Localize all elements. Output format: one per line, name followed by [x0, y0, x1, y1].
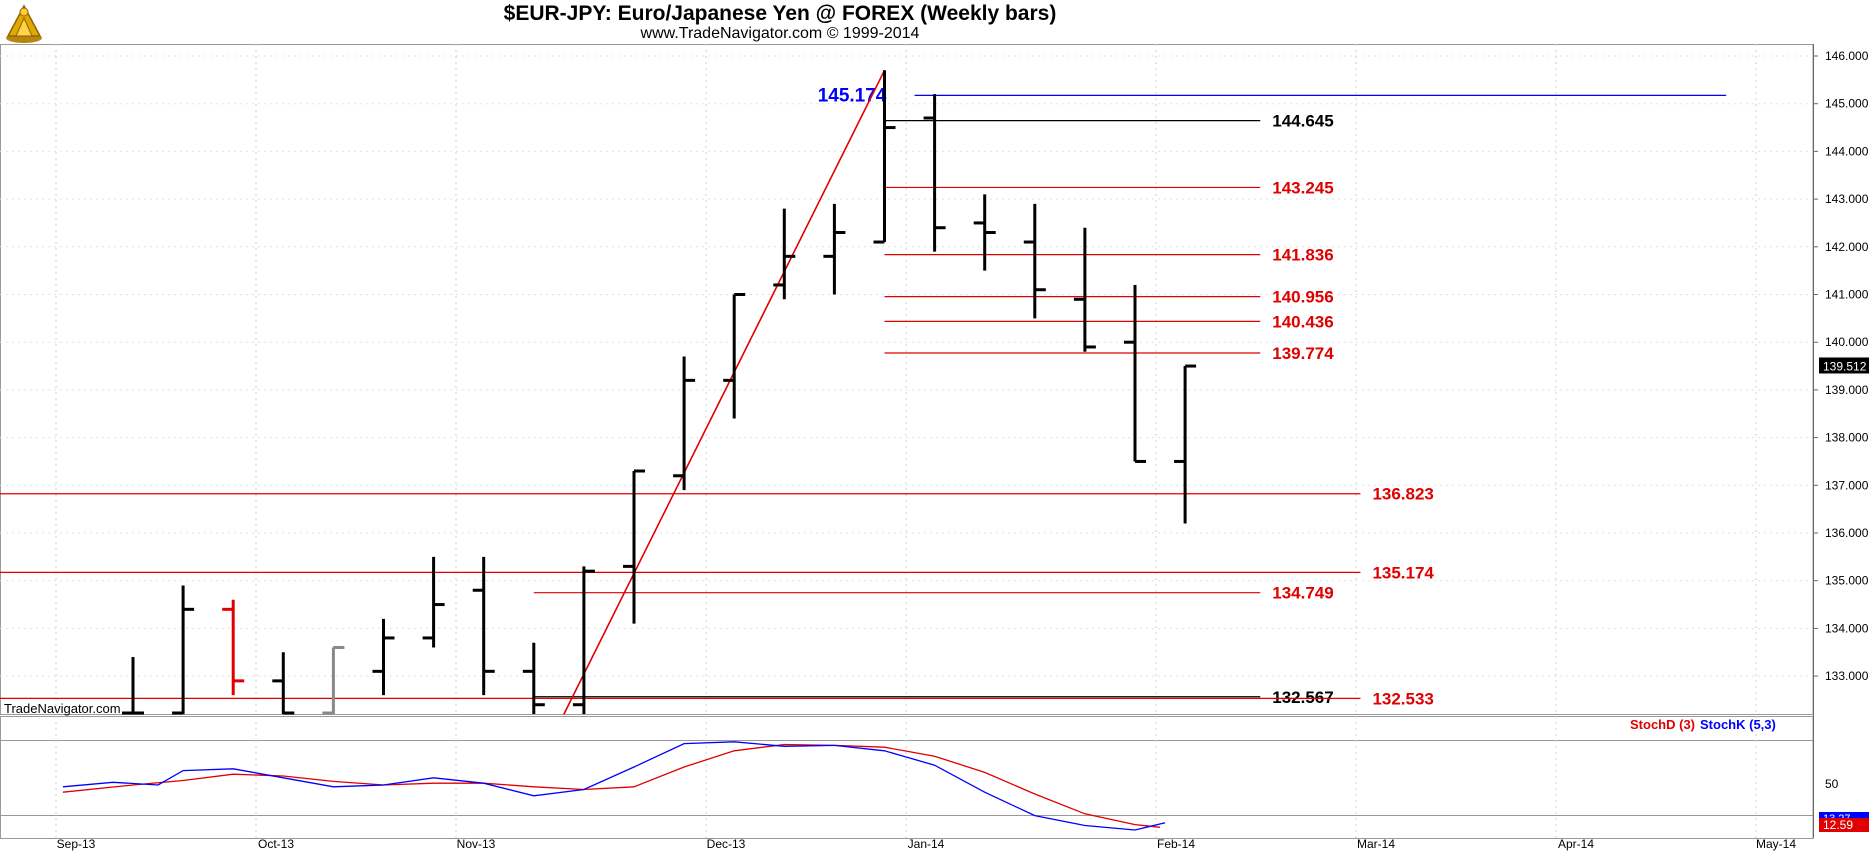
osc-y-tick-label: 50 [1825, 777, 1839, 791]
ohlc-bar [773, 208, 796, 300]
y-tick-label: 134.000 [1825, 621, 1869, 635]
x-tick-label: Mar-14 [1357, 837, 1395, 851]
chart-subtitle: www.TradeNavigator.com © 1999-2014 [640, 25, 920, 42]
last-price-box [1819, 357, 1869, 374]
ohlc-bar [723, 293, 746, 419]
level-label: 132.567 [1272, 688, 1333, 707]
stochastic-panel: StochD (3)StochK (5,3)5013.2712.59 [62, 717, 1869, 832]
y-tick-label: 138.000 [1825, 431, 1869, 445]
stochd-value-label: 12.59 [1823, 818, 1853, 832]
ohlc-bar [472, 556, 495, 696]
level-label: 140.956 [1272, 288, 1333, 307]
ohlc-bar [372, 618, 395, 696]
watermark-text: TradeNavigator.com [4, 701, 121, 716]
y-tick-label: 143.000 [1825, 192, 1869, 206]
y-tick-label: 133.000 [1825, 669, 1869, 683]
level-label: 135.174 [1372, 563, 1434, 582]
grid [0, 44, 1814, 839]
x-tick-label: Dec-13 [707, 837, 746, 851]
level-label: 139.774 [1272, 344, 1334, 363]
ohlc-bar [172, 585, 195, 715]
level-label: 144.645 [1272, 112, 1333, 131]
stochd-value-box [1819, 818, 1869, 832]
y-tick-label: 136.000 [1825, 526, 1869, 540]
x-tick-label: Jan-14 [908, 837, 945, 851]
level-lines: 145.174 144.645 143.245 141.836 140.956 140.4… [0, 85, 1727, 708]
level-label: 136.823 [1372, 485, 1433, 504]
ohlc-bar [222, 599, 245, 696]
ohlc-bar [673, 356, 696, 491]
y-tick-label: 135.000 [1825, 574, 1869, 588]
price-bars [122, 70, 1197, 715]
trendline-line [563, 69, 886, 715]
axes: Sep-13 Oct-13 Nov-13 Dec-13 Jan-14 Feb-14 Mar-… [4, 49, 1869, 851]
ohlc-bar [1174, 364, 1197, 524]
ohlc-bar [1073, 227, 1096, 352]
legend-stochk: StochK (5,3) [1700, 717, 1776, 732]
level-label: 140.436 [1272, 312, 1333, 331]
y-tick-label: 146.000 [1825, 49, 1869, 63]
x-tick-label: Oct-13 [258, 837, 294, 851]
level-label: 143.245 [1272, 178, 1333, 197]
chart-title: $EUR-JPY: Euro/Japanese Yen @ FOREX (Wee… [503, 2, 1057, 25]
y-tick-label: 145.000 [1825, 97, 1869, 111]
trendline [563, 69, 886, 715]
ohlc-bar [873, 70, 896, 244]
x-tick-label: Apr-14 [1558, 837, 1594, 851]
y-tick-label: 144.000 [1825, 144, 1869, 158]
y-tick-label: 137.000 [1825, 478, 1869, 492]
ohlc-bar [572, 566, 595, 714]
level-label: 132.533 [1372, 689, 1433, 708]
ohlc-bar [1023, 203, 1046, 319]
y-tick-label: 141.000 [1825, 288, 1869, 302]
x-tick-label: Sep-13 [57, 837, 96, 851]
ohlc-bar [422, 556, 445, 648]
y-tick-label: 140.000 [1825, 335, 1869, 349]
last-price-label: 139.512 [1823, 359, 1867, 373]
ohlc-bar [823, 203, 846, 295]
ohlc-bar [973, 194, 996, 271]
x-tick-label: Feb-14 [1157, 837, 1195, 851]
trade-navigator-logo-icon [6, 4, 42, 43]
ohlc-bar [923, 94, 946, 252]
oscillator-panel-frame [0, 716, 1814, 839]
stoch-series-line [62, 743, 1161, 828]
x-tick-label: May-14 [1756, 837, 1796, 851]
ohlc-bar [623, 469, 645, 624]
ohlc-bar [1124, 284, 1146, 463]
ohlc-bar [522, 642, 545, 714]
level-label: 145.174 [818, 85, 887, 106]
y-tick-label: 139.000 [1825, 383, 1869, 397]
legend-stochd: StochD (3) [1630, 717, 1695, 732]
price-panel-frame [0, 44, 1814, 715]
x-tick-label: Nov-13 [457, 837, 496, 851]
ohlc-bar [322, 645, 345, 715]
level-label: 134.749 [1272, 584, 1333, 603]
ohlc-bar [122, 657, 144, 715]
y-tick-label: 142.000 [1825, 240, 1869, 254]
ohlc-bar [272, 652, 295, 715]
level-label: 141.836 [1272, 246, 1333, 265]
stoch-series-line [62, 741, 1166, 831]
